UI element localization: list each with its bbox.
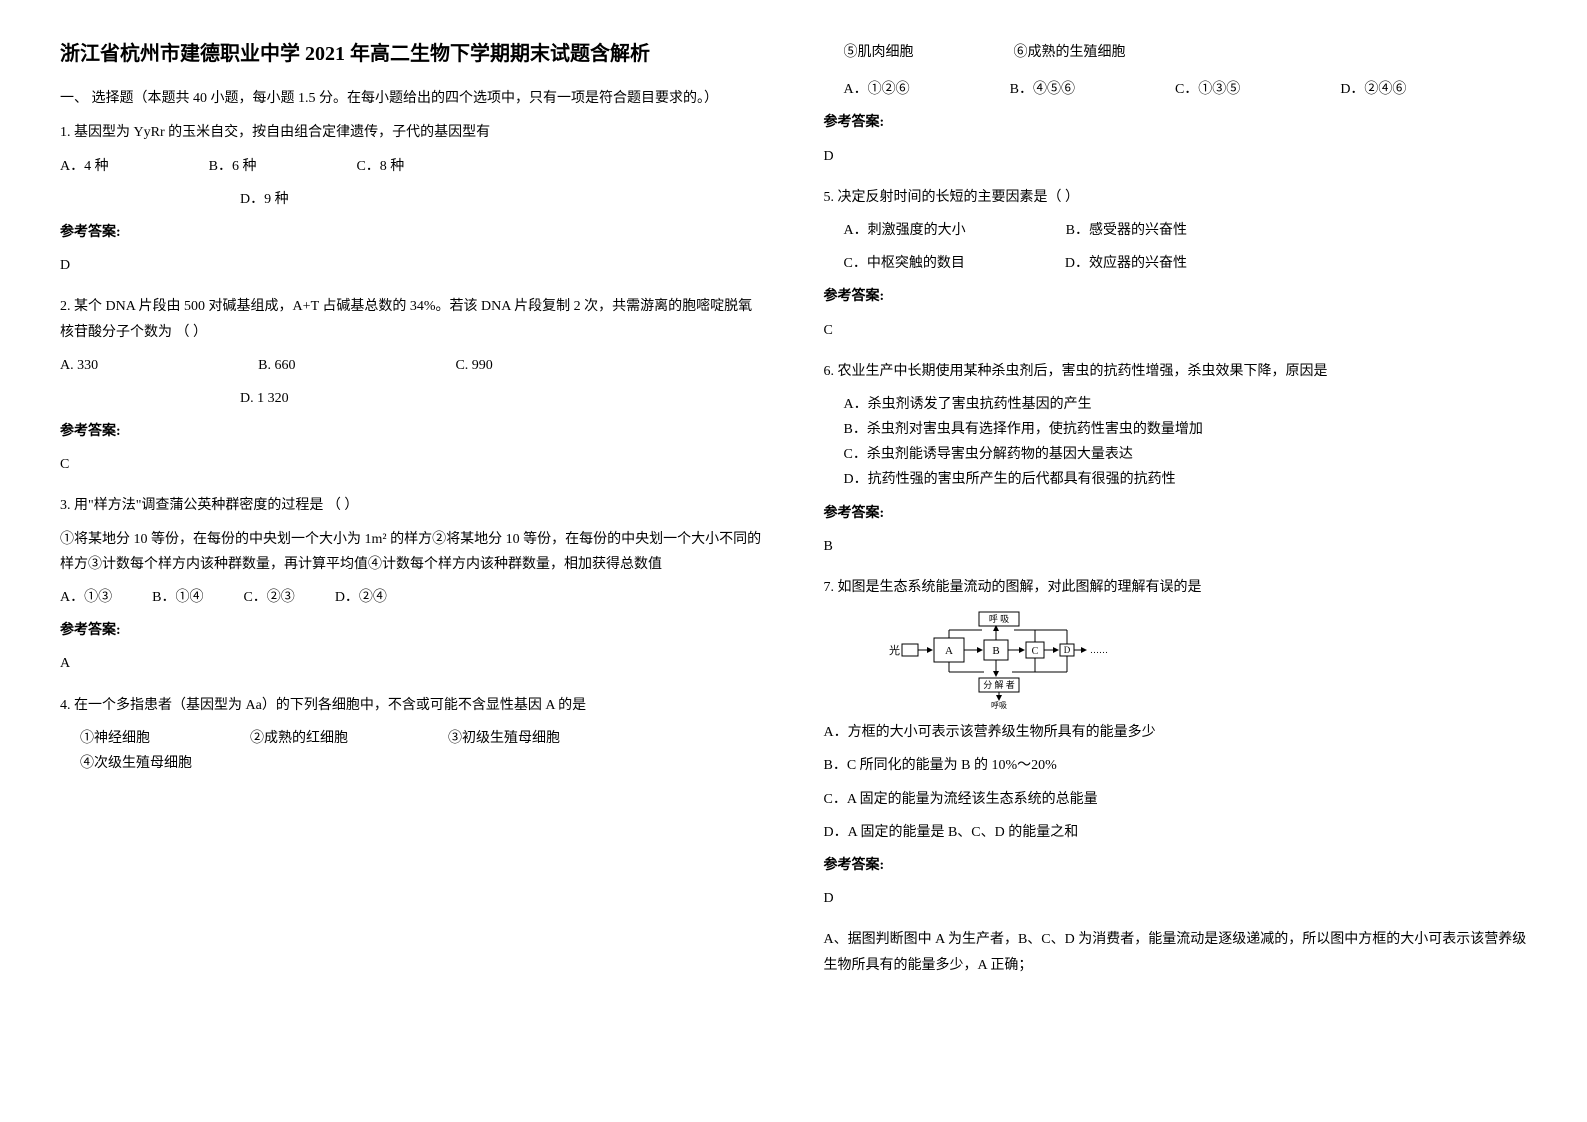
diagram-nodeB: B xyxy=(992,645,999,657)
q5-optC: C．中枢突触的数目 xyxy=(844,251,965,276)
q4-subs-row1: ①神经细胞 ②成熟的红细胞 ③初级生殖母细胞 ④次级生殖母细胞 xyxy=(60,726,764,776)
question-1: 1. 基因型为 YyRr 的玉米自交，按自由组合定律遗传，子代的基因型有 A．4… xyxy=(60,120,764,278)
question-2: 2. 某个 DNA 片段由 500 对碱基组成，A+T 占碱基总数的 34%。若… xyxy=(60,294,764,477)
q2-optD: D. 1 320 xyxy=(240,386,289,411)
q5-optD: D．效应器的兴奋性 xyxy=(1065,251,1187,276)
q1-answer: D xyxy=(60,253,764,278)
q3-options: A．①③ B．①④ C．②③ D．②④ xyxy=(60,585,764,610)
q4-optD: D．②④⑥ xyxy=(1340,77,1406,102)
question-4: 4. 在一个多指患者（基因型为 Aa）的下列各细胞中，不含或可能不含显性基因 A… xyxy=(60,693,764,777)
q1-optC: C．8 种 xyxy=(356,154,404,179)
q2-options: A. 330 B. 660 C. 990 xyxy=(60,353,764,378)
q3-optB: B．①④ xyxy=(152,585,203,610)
q1-optB: B．6 种 xyxy=(209,154,257,179)
q4-answer-label: 参考答案: xyxy=(824,110,1528,135)
diagram-light-label: 光 xyxy=(889,643,900,657)
q4-options: A．①②⑥ B．④⑤⑥ C．①③⑤ D．②④⑥ xyxy=(824,77,1528,102)
exam-title: 浙江省杭州市建德职业中学 2021 年高二生物下学期期末试题含解析 xyxy=(60,40,764,68)
question-3: 3. 用"样方法"调查蒲公英种群密度的过程是 （ ） ①将某地分 10 等份，在… xyxy=(60,493,764,676)
q3-answer-label: 参考答案: xyxy=(60,618,764,643)
q4-optC: C．①③⑤ xyxy=(1175,77,1240,102)
q7-optD: D．A 固定的能量是 B、C、D 的能量之和 xyxy=(824,820,1528,845)
q5-options-row1: A．刺激强度的大小 B．感受器的兴奋性 xyxy=(824,218,1528,243)
diagram-decomposer: 分 解 者 xyxy=(983,679,1015,690)
q2-optC: C. 990 xyxy=(455,353,492,378)
q1-options2: D．9 种 xyxy=(60,187,764,212)
section-header: 一、 选择题（本题共 40 小题，每小题 1.5 分。在每小题给出的四个选项中，… xyxy=(60,88,764,110)
q4-sub4: ④次级生殖母细胞 xyxy=(80,751,192,776)
q7-optB: B．C 所同化的能量为 B 的 10%～20% xyxy=(824,753,1528,778)
q5-optA: A．刺激强度的大小 xyxy=(844,218,966,243)
page-container: 浙江省杭州市建德职业中学 2021 年高二生物下学期期末试题含解析 一、 选择题… xyxy=(60,40,1527,986)
q1-options: A．4 种 B．6 种 C．8 种 xyxy=(60,154,764,179)
q3-sub: ①将某地分 10 等份，在每份的中央划一个大小为 1m² 的样方②将某地分 10… xyxy=(60,527,764,577)
q3-optC: C．②③ xyxy=(243,585,294,610)
q6-optB: B．杀虫剂对害虫具有选择作用，使抗药性害虫的数量增加 xyxy=(824,417,1528,442)
q5-answer: C xyxy=(824,318,1528,343)
diagram-nodeD: D xyxy=(1063,645,1070,655)
q3-text: 3. 用"样方法"调查蒲公英种群密度的过程是 （ ） xyxy=(60,493,764,518)
q4-answer: D xyxy=(824,144,1528,169)
q2-answer: C xyxy=(60,452,764,477)
q2-optA: A. 330 xyxy=(60,353,98,378)
q5-options-row2: C．中枢突触的数目 D．效应器的兴奋性 xyxy=(824,251,1528,276)
q1-optD: D．9 种 xyxy=(240,187,289,212)
q4-sub6: ⑥成熟的生殖细胞 xyxy=(1014,40,1126,65)
q4-sub1: ①神经细胞 xyxy=(80,726,150,751)
q7-explanation: A、据图判断图中 A 为生产者，B、C、D 为消费者，能量流动是逐级递减的，所以… xyxy=(824,927,1528,977)
question-6: 6. 农业生产中长期使用某种杀虫剂后，害虫的抗药性增强，杀虫效果下降，原因是 A… xyxy=(824,359,1528,559)
q1-optA: A．4 种 xyxy=(60,154,109,179)
q2-options2: D. 1 320 xyxy=(60,386,764,411)
question-7: 7. 如图是生态系统能量流动的图解，对此图解的理解有误的是 呼 吸 光 xyxy=(824,575,1528,978)
q1-answer-label: 参考答案: xyxy=(60,220,764,245)
q3-optD: D．②④ xyxy=(335,585,387,610)
q6-answer-label: 参考答案: xyxy=(824,501,1528,526)
q4-sub2: ②成熟的红细胞 xyxy=(250,726,348,751)
q5-text: 5. 决定反射时间的长短的主要因素是（ ） xyxy=(824,185,1528,210)
question-5: 5. 决定反射时间的长短的主要因素是（ ） A．刺激强度的大小 B．感受器的兴奋… xyxy=(824,185,1528,343)
right-column: ⑤肌肉细胞 ⑥成熟的生殖细胞 A．①②⑥ B．④⑤⑥ C．①③⑤ D．②④⑥ 参… xyxy=(824,40,1528,986)
q7-text: 7. 如图是生态系统能量流动的图解，对此图解的理解有误的是 xyxy=(824,575,1528,600)
q7-optC: C．A 固定的能量为流经该生态系统的总能量 xyxy=(824,787,1528,812)
diagram-absorb: 呼吸 xyxy=(991,700,1007,710)
q1-text: 1. 基因型为 YyRr 的玉米自交，按自由组合定律遗传，子代的基因型有 xyxy=(60,120,764,145)
q4-optB: B．④⑤⑥ xyxy=(1010,77,1075,102)
q5-optB: B．感受器的兴奋性 xyxy=(1066,218,1187,243)
q4-optA: A．①②⑥ xyxy=(844,77,910,102)
q7-optA: A．方框的大小可表示该营养级生物所具有的能量多少 xyxy=(824,720,1528,745)
q4-text: 4. 在一个多指患者（基因型为 Aa）的下列各细胞中，不含或可能不含显性基因 A… xyxy=(60,693,764,718)
q6-optC: C．杀虫剂能诱导害虫分解药物的基因大量表达 xyxy=(824,442,1528,467)
q3-answer: A xyxy=(60,651,764,676)
diagram-nodeC: C xyxy=(1031,646,1038,657)
q7-diagram: 呼 吸 光 A B C xyxy=(884,610,1528,710)
q2-optB: B. 660 xyxy=(258,353,295,378)
q4-sub3: ③初级生殖母细胞 xyxy=(448,726,560,751)
q5-answer-label: 参考答案: xyxy=(824,284,1528,309)
q2-answer-label: 参考答案: xyxy=(60,419,764,444)
q6-optD: D．抗药性强的害虫所产生的后代都具有很强的抗药性 xyxy=(824,467,1528,492)
q3-optA: A．①③ xyxy=(60,585,112,610)
question-4-cont: ⑤肌肉细胞 ⑥成熟的生殖细胞 A．①②⑥ B．④⑤⑥ C．①③⑤ D．②④⑥ 参… xyxy=(824,40,1528,169)
q7-answer-label: 参考答案: xyxy=(824,853,1528,878)
q4-subs-row2: ⑤肌肉细胞 ⑥成熟的生殖细胞 xyxy=(824,40,1528,65)
diagram-respire-label: 呼 吸 xyxy=(988,614,1008,624)
q6-answer: B xyxy=(824,534,1528,559)
q2-text: 2. 某个 DNA 片段由 500 对碱基组成，A+T 占碱基总数的 34%。若… xyxy=(60,294,764,344)
diagram-nodeA: A xyxy=(945,645,953,657)
q4-sub5: ⑤肌肉细胞 xyxy=(844,40,914,65)
q6-text: 6. 农业生产中长期使用某种杀虫剂后，害虫的抗药性增强，杀虫效果下降，原因是 xyxy=(824,359,1528,384)
q7-answer: D xyxy=(824,886,1528,911)
diagram-ellipsis: …… xyxy=(1090,645,1108,655)
left-column: 浙江省杭州市建德职业中学 2021 年高二生物下学期期末试题含解析 一、 选择题… xyxy=(60,40,764,986)
q6-optA: A．杀虫剂诱发了害虫抗药性基因的产生 xyxy=(824,392,1528,417)
